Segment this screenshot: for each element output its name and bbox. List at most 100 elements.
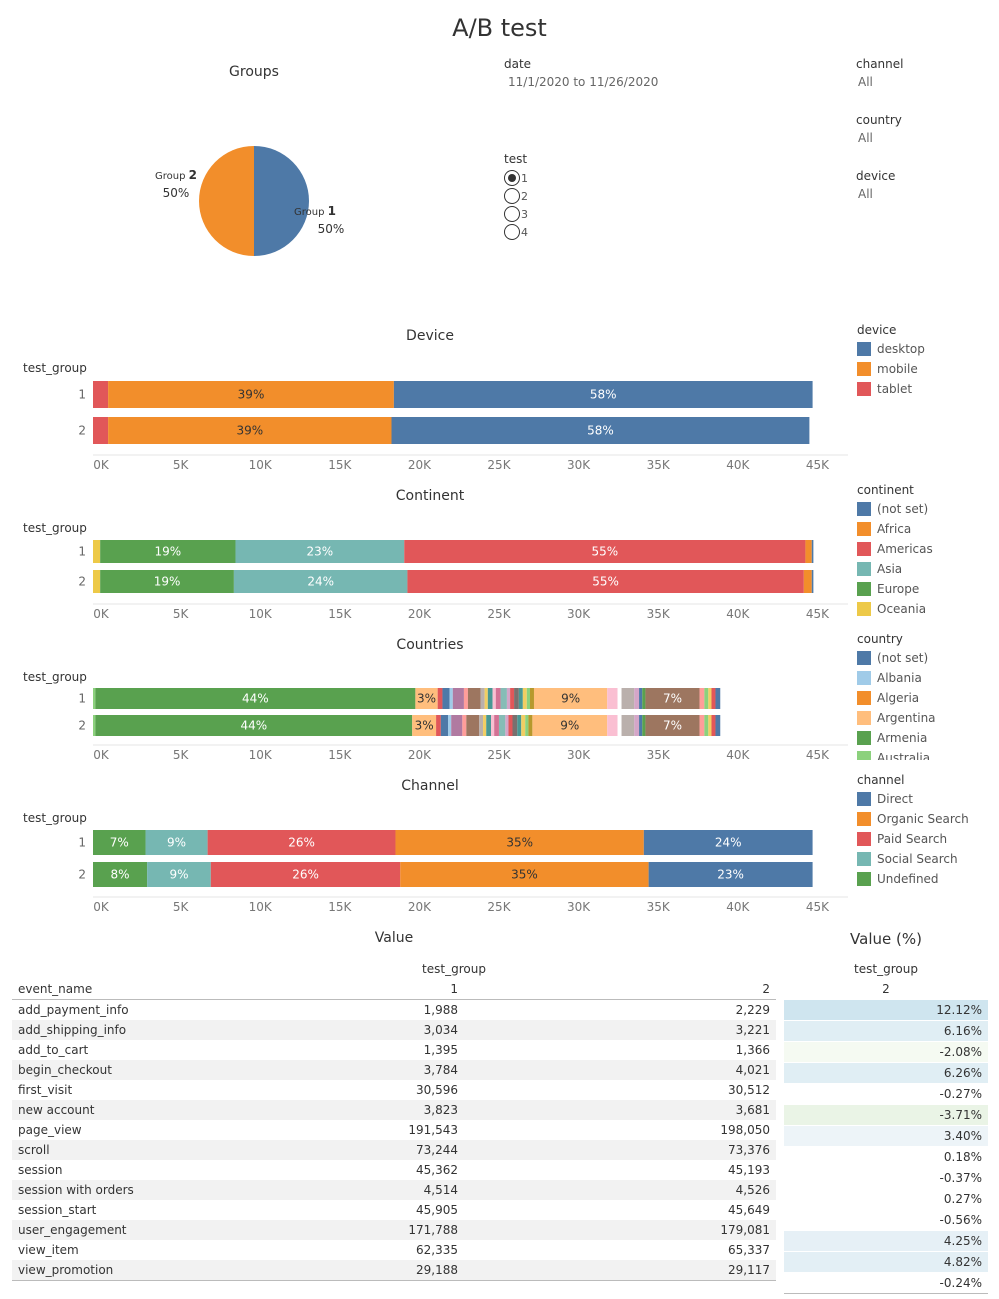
bar-segment-mobile[interactable]: [108, 417, 392, 444]
bar-segment-africa[interactable]: [805, 540, 812, 563]
bar-segment-other[interactable]: [500, 688, 507, 709]
bar-segment-other[interactable]: [642, 688, 646, 709]
legend-item-europe[interactable]: Europe: [857, 579, 997, 599]
test-option-3[interactable]: 3: [504, 205, 528, 223]
bar-segment-other[interactable]: [532, 715, 608, 736]
bar-segment-other[interactable]: [525, 715, 529, 736]
legend-item-paid-search[interactable]: Paid Search: [857, 829, 997, 849]
pie-slice-group-1[interactable]: [254, 146, 309, 256]
bar-segment-mobile[interactable]: [108, 381, 394, 408]
bar-segment-other[interactable]: [436, 715, 441, 736]
bar-segment-other[interactable]: [484, 688, 488, 709]
bar-segment-other[interactable]: [492, 688, 496, 709]
bar-segment-other[interactable]: [708, 688, 712, 709]
legend-item-undefined[interactable]: Undefined: [857, 869, 997, 889]
bar-segment-other[interactable]: [480, 688, 485, 709]
test-option-4[interactable]: 4: [504, 223, 528, 241]
bar-segment-other[interactable]: [462, 715, 467, 736]
pie-slice-group-2[interactable]: [199, 146, 254, 256]
bar-segment-social-search[interactable]: [145, 830, 208, 855]
bar-segment-asia[interactable]: [233, 570, 408, 593]
bar-segment-europe[interactable]: [100, 540, 236, 563]
legend-item-asia[interactable]: Asia: [857, 559, 997, 579]
bar-segment-argentina[interactable]: [412, 715, 437, 736]
bar-segment-other[interactable]: [699, 715, 705, 736]
bar-segment-other[interactable]: [448, 715, 452, 736]
bar-segment-other[interactable]: [521, 715, 526, 736]
bar-segment-other[interactable]: [645, 688, 700, 709]
bar-segment-undefined[interactable]: [93, 830, 146, 855]
bar-segment--not-set-[interactable]: [811, 540, 814, 563]
bar-segment-other[interactable]: [607, 688, 618, 709]
bar-segment-other[interactable]: [621, 688, 635, 709]
bar-segment-argentina[interactable]: [415, 688, 438, 709]
bar-segment-other[interactable]: [711, 688, 716, 709]
bar-segment-other[interactable]: [514, 688, 519, 709]
bar-segment-direct[interactable]: [643, 830, 813, 855]
bar-segment-tablet[interactable]: [93, 381, 109, 408]
bar-segment-undefined[interactable]: [93, 862, 148, 887]
legend-item-algeria[interactable]: Algeria: [857, 688, 997, 708]
legend-item-not-set[interactable]: (not set): [857, 648, 997, 668]
legend-item-direct[interactable]: Direct: [857, 789, 997, 809]
channel-filter-value[interactable]: All: [858, 75, 873, 89]
bar-segment-other[interactable]: [451, 715, 463, 736]
bar-segment-other[interactable]: [704, 688, 709, 709]
bar-segment-social-search[interactable]: [147, 862, 211, 887]
legend-item-social-search[interactable]: Social Search: [857, 849, 997, 869]
bar-segment-other[interactable]: [452, 688, 464, 709]
bar-segment--not-set-[interactable]: [811, 570, 814, 593]
legend-item-australia[interactable]: Australia: [857, 748, 997, 760]
date-filter-value[interactable]: 11/1/2020 to 11/26/2020: [508, 75, 659, 89]
bar-segment-other[interactable]: [711, 715, 716, 736]
bar-segment-other[interactable]: [634, 688, 640, 709]
bar-segment-other[interactable]: [704, 715, 709, 736]
legend-item-africa[interactable]: Africa: [857, 519, 997, 539]
legend-item-mobile[interactable]: mobile: [857, 359, 997, 379]
legend-item-not-set[interactable]: (not set): [857, 499, 997, 519]
bar-segment-other[interactable]: [530, 688, 534, 709]
bar-segment-other[interactable]: [512, 715, 518, 736]
bar-segment-other[interactable]: [508, 715, 513, 736]
bar-segment-armenia[interactable]: [95, 688, 416, 709]
bar-segment-other[interactable]: [491, 715, 495, 736]
bar-segment-other[interactable]: [645, 715, 700, 736]
bar-segment-americas[interactable]: [404, 540, 806, 563]
legend-item-tablet[interactable]: tablet: [857, 379, 997, 399]
bar-segment-oceania[interactable]: [93, 570, 101, 593]
country-legend-scroll[interactable]: (not set) Albania Algeria Argentina Arme…: [857, 648, 997, 760]
bar-segment-armenia[interactable]: [95, 715, 413, 736]
legend-item-armenia[interactable]: Armenia: [857, 728, 997, 748]
bar-segment-other[interactable]: [708, 715, 712, 736]
bar-segment-australia[interactable]: [93, 688, 96, 709]
bar-segment-oceania[interactable]: [93, 540, 101, 563]
bar-segment-organic-search[interactable]: [400, 862, 649, 887]
bar-segment-paid-search[interactable]: [210, 862, 401, 887]
bar-segment-other[interactable]: [440, 715, 449, 736]
bar-segment-other[interactable]: [506, 688, 511, 709]
bar-segment-other[interactable]: [487, 688, 493, 709]
bar-segment-other[interactable]: [528, 715, 533, 736]
bar-segment-other[interactable]: [495, 688, 501, 709]
bar-segment-organic-search[interactable]: [395, 830, 644, 855]
bar-segment-other[interactable]: [522, 688, 527, 709]
bar-segment-other[interactable]: [498, 715, 506, 736]
bar-segment-other[interactable]: [699, 688, 705, 709]
legend-item-organic-search[interactable]: Organic Search: [857, 809, 997, 829]
bar-segment-other[interactable]: [621, 715, 635, 736]
bar-segment-other[interactable]: [634, 715, 640, 736]
test-option-1[interactable]: 1: [504, 169, 528, 187]
bar-segment-australia[interactable]: [93, 715, 96, 736]
bar-segment-other[interactable]: [510, 688, 515, 709]
legend-item-desktop[interactable]: desktop: [857, 339, 997, 359]
bar-segment-americas[interactable]: [407, 570, 804, 593]
bar-segment-desktop[interactable]: [391, 417, 810, 444]
bar-segment-direct[interactable]: [648, 862, 813, 887]
device-filter-value[interactable]: All: [858, 187, 873, 201]
bar-segment-other[interactable]: [467, 688, 481, 709]
bar-segment-other[interactable]: [639, 688, 643, 709]
bar-segment-other[interactable]: [449, 688, 453, 709]
bar-segment-other[interactable]: [617, 715, 622, 736]
legend-item-argentina[interactable]: Argentina: [857, 708, 997, 728]
bar-segment-other[interactable]: [617, 688, 622, 709]
